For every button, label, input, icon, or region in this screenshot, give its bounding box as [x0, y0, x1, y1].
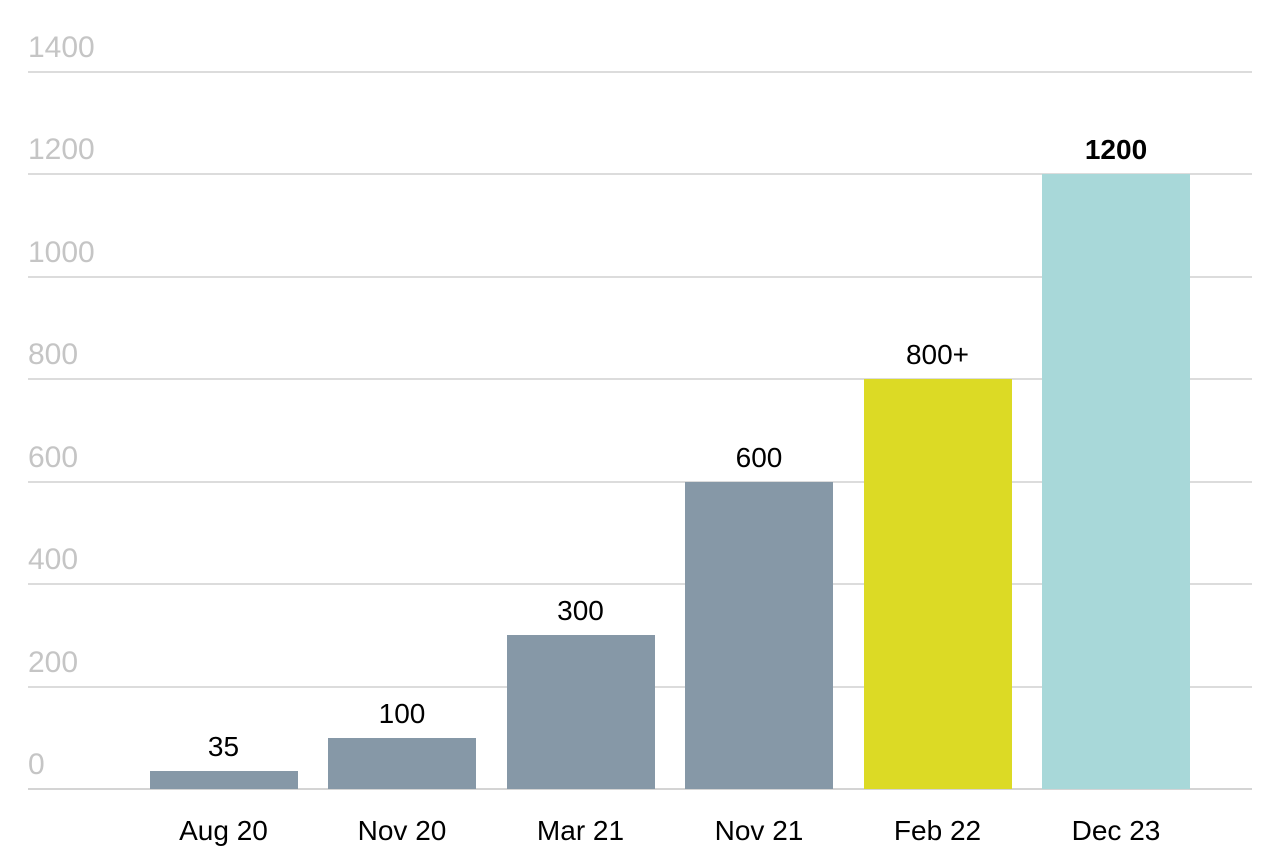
bar-value-label-dec-23: 1200 [1084, 134, 1148, 166]
gridline-y-1400 [28, 71, 1252, 73]
category-label-nov-20: Nov 20 [357, 815, 447, 846]
bar-nov-21 [685, 481, 833, 789]
category-label-nov-21: Nov 21 [714, 815, 804, 846]
gridline-y-600 [28, 480, 1252, 483]
category-label-aug-20: Aug 20 [179, 815, 268, 846]
bar-value-label-nov-20: 100 [378, 697, 426, 729]
bar-dec-23 [1042, 174, 1190, 789]
gridline-y-0 [28, 788, 1252, 790]
category-label-feb-22: Feb 22 [893, 815, 982, 846]
bar-value-label-aug-20: 35 [207, 731, 240, 763]
y-tick-label-600: 600 [28, 440, 79, 474]
bar-feb-22 [863, 379, 1012, 789]
bar-aug-20 [149, 771, 298, 789]
bar-value-label-mar-21: 300 [557, 595, 604, 627]
gridline-y-400 [28, 583, 1252, 586]
y-tick-label-1000: 1000 [28, 235, 95, 269]
bar-mar-21 [506, 635, 655, 789]
gridline-y-1000 [28, 275, 1252, 278]
y-tick-label-1200: 1200 [28, 133, 95, 167]
y-tick-label-0: 0 [28, 748, 45, 781]
category-label-mar-21: Mar 21 [536, 815, 625, 846]
bar-nov-20 [328, 737, 476, 789]
y-tick-label-400: 400 [28, 543, 79, 577]
category-label-dec-23: Dec 23 [1071, 815, 1161, 846]
bar-value-label-feb-22: 800+ [905, 339, 970, 371]
y-tick-label-200: 200 [28, 645, 79, 679]
gridline-y-1200 [28, 173, 1252, 176]
gridline-y-800 [28, 378, 1252, 381]
bar-value-label-nov-21: 600 [735, 441, 783, 473]
y-tick-label-800: 800 [28, 338, 79, 372]
y-tick-label-1400: 1400 [28, 31, 95, 64]
